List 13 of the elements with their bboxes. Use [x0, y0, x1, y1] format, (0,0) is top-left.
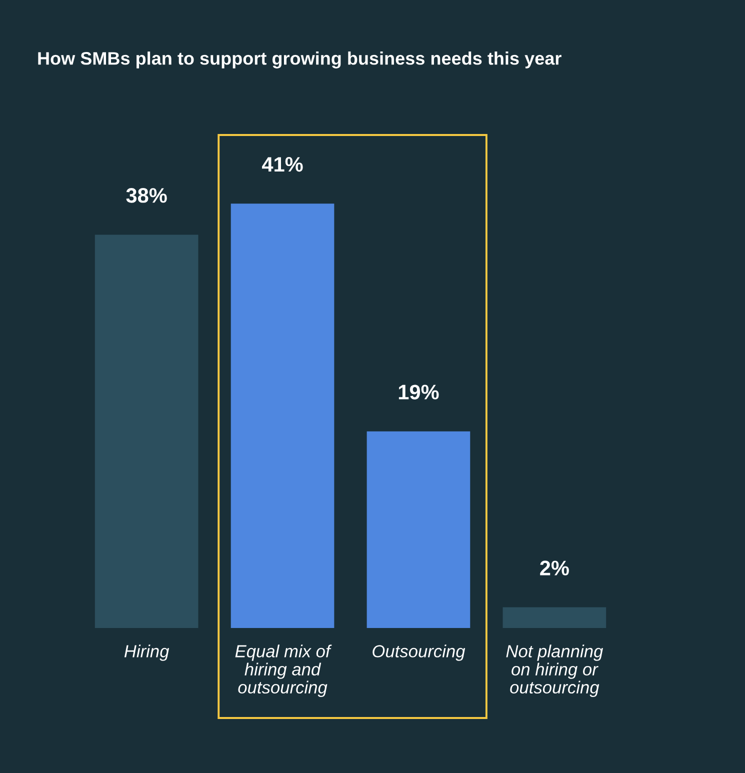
x-tick-label: Outsourcing: [372, 644, 466, 661]
data-label: 2%: [540, 560, 569, 576]
bar: [366, 431, 470, 628]
x-tick-label: Not planning on hiring or outsourcing: [506, 644, 604, 697]
data-label: 19%: [398, 384, 439, 400]
data-label: 38%: [126, 188, 167, 203]
bar: [502, 607, 606, 628]
data-label: 41%: [262, 157, 303, 172]
x-tick-label: Hiring: [124, 644, 170, 661]
bar: [230, 204, 334, 628]
chart-title: How SMBs plan to support growing business needs this year: [38, 52, 562, 68]
bar: [94, 234, 198, 628]
x-tick-label: Equal mix of hiring and outsourcing: [235, 644, 332, 697]
